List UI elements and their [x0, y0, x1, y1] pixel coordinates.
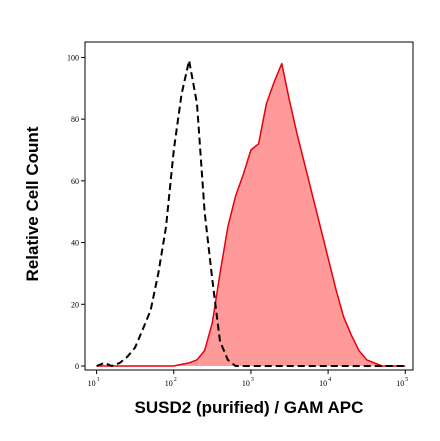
histogram-area	[96, 63, 406, 366]
x-axis-title: SUSD2 (purified) / GAM APC	[135, 398, 364, 417]
x-tick-exponent: 5	[405, 377, 408, 383]
y-tick-label: 80	[71, 115, 79, 124]
y-tick-label: 40	[71, 239, 79, 248]
x-tick-label: 10	[242, 379, 250, 388]
x-tick-exponent: 2	[174, 377, 177, 383]
histogram-line	[96, 62, 406, 367]
x-tick-exponent: 1	[97, 377, 100, 383]
plot-frame	[84, 41, 414, 371]
y-tick-label: 100	[67, 53, 79, 62]
y-tick-label: 60	[71, 177, 79, 186]
histogram-line	[96, 59, 406, 367]
x-tick-exponent: 4	[328, 377, 331, 383]
x-tick-label: 10	[319, 379, 327, 388]
y-tick-label: 20	[71, 300, 79, 309]
y-axis-title: Relative Cell Count	[23, 126, 42, 281]
x-tick-label: 10	[165, 379, 173, 388]
x-tick-exponent: 3	[251, 377, 254, 383]
y-tick-label: 0	[75, 362, 79, 371]
x-tick-label: 10	[396, 379, 404, 388]
x-tick-label: 10	[88, 379, 96, 388]
